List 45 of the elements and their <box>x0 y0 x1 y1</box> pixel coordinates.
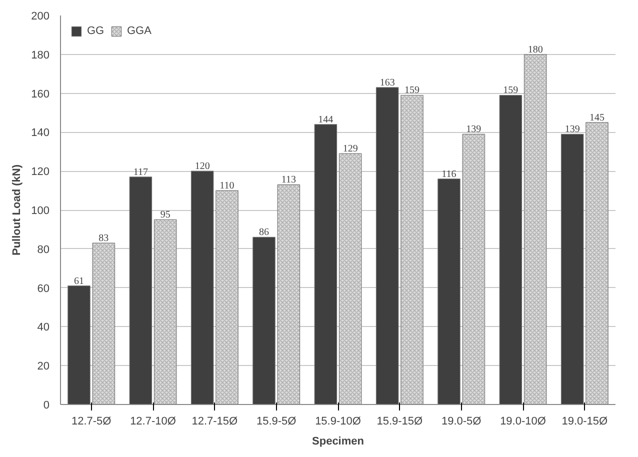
data-label: 110 <box>220 180 234 192</box>
y-tick-label: 0 <box>43 400 50 412</box>
x-axis-title: Specimen <box>312 436 364 448</box>
y-tick-label: 60 <box>37 282 50 295</box>
y-tick-label: 160 <box>31 88 50 100</box>
y-tick-label: 40 <box>37 322 50 334</box>
y-tick-label: 140 <box>31 127 50 140</box>
y-tick-label: 200 <box>31 10 50 22</box>
y-axis-title: Pullout Load (kN) <box>11 164 24 256</box>
data-label: 144 <box>318 114 334 126</box>
data-label: 86 <box>259 227 269 238</box>
bar <box>314 124 338 404</box>
legend-label: GG <box>87 25 106 37</box>
bar <box>129 176 152 404</box>
data-label: 120 <box>194 161 210 172</box>
data-label: 113 <box>281 174 296 186</box>
data-label: 95 <box>160 210 170 221</box>
legend-label: GGA <box>127 25 152 37</box>
data-label: 180 <box>528 44 543 56</box>
x-tick-label: 15.9-5Ø <box>256 416 297 428</box>
x-tick-label: 19.0-5Ø <box>441 416 482 428</box>
x-tick-label: 15.9-10Ø <box>315 416 362 428</box>
data-label: 159 <box>503 85 518 96</box>
x-tick-label: 19.0-10Ø <box>500 416 546 428</box>
y-tick-label: 180 <box>31 49 50 62</box>
x-tick-label: 12.7-5Ø <box>71 416 112 428</box>
data-label: 163 <box>380 77 395 88</box>
data-label: 61 <box>74 276 84 287</box>
data-label: 139 <box>466 124 482 136</box>
data-label: 139 <box>564 124 580 136</box>
x-tick-label: 19.0-15Ø <box>562 416 608 428</box>
bar <box>499 94 522 404</box>
data-label: 83 <box>98 233 109 244</box>
x-tick-label: 15.9-15Ø <box>376 416 424 428</box>
data-label: 129 <box>342 144 358 155</box>
y-tick-label: 120 <box>31 166 50 178</box>
x-tick-label: 12.7-15Ø <box>192 416 238 428</box>
data-label: 159 <box>404 85 420 96</box>
y-tick-label: 80 <box>37 244 50 256</box>
x-tick-label: 12.7-10Ø <box>130 416 176 428</box>
data-label: 145 <box>590 112 604 124</box>
data-label: 117 <box>133 166 148 178</box>
data-label: 116 <box>442 168 456 180</box>
y-tick-label: 100 <box>31 205 50 217</box>
y-tick-label: 20 <box>37 360 50 373</box>
